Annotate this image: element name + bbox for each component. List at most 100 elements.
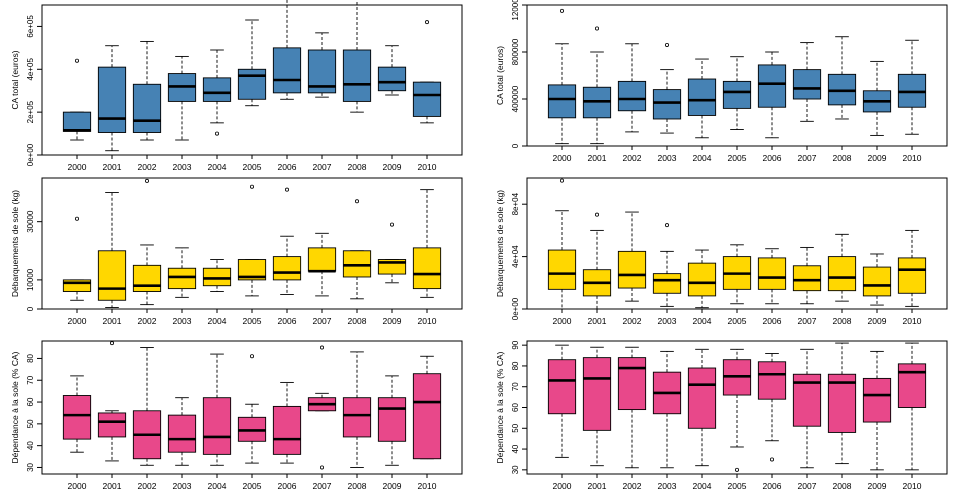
outlier-point — [110, 341, 115, 346]
x-tick-label: 2002 — [623, 316, 642, 326]
iqr-box — [97, 66, 127, 133]
iqr-box — [202, 267, 232, 287]
iqr-box — [97, 250, 127, 301]
box-2010 — [897, 342, 927, 471]
box-2001 — [582, 26, 612, 145]
box-2004 — [687, 58, 717, 139]
outlier-point — [595, 26, 600, 31]
x-tick-label: 2006 — [278, 316, 297, 326]
box-2000 — [62, 216, 92, 301]
box-2007 — [792, 42, 822, 122]
x-tick-label: 2009 — [868, 481, 887, 491]
y-tick-label: 30000 — [26, 210, 35, 233]
box-2001 — [582, 212, 612, 310]
x-tick-label: 2010 — [418, 316, 437, 326]
iqr-box — [97, 412, 127, 438]
outlier-point — [665, 42, 670, 47]
x-tick-label: 2010 — [903, 481, 922, 491]
box-2003 — [167, 397, 197, 466]
iqr-box — [62, 395, 92, 440]
outlier-point — [214, 131, 219, 136]
box-2007 — [792, 348, 822, 469]
y-tick-label: 6e+05 — [26, 15, 35, 38]
iqr-box — [862, 377, 892, 423]
x-tick-label: 2000 — [553, 153, 572, 163]
iqr-box — [62, 279, 92, 292]
y-tick-label: 0e+00 — [26, 143, 35, 166]
iqr-box — [652, 273, 682, 294]
outlier-point — [665, 223, 670, 228]
x-tick-label: 2000 — [68, 481, 87, 491]
y-tick-label: 0e+00 — [511, 297, 520, 320]
y-tick-label: 2e+05 — [26, 100, 35, 123]
iqr-box — [342, 49, 372, 102]
y-tick-label: 90 — [511, 340, 520, 349]
box-2000 — [62, 58, 92, 141]
x-tick-label: 2009 — [383, 316, 402, 326]
x-tick-label: 2005 — [728, 316, 747, 326]
box-2002 — [132, 347, 162, 466]
iqr-box — [377, 66, 407, 92]
x-tick-label: 2005 — [728, 153, 747, 163]
box-2004 — [202, 49, 232, 136]
outlier-point — [424, 20, 429, 25]
outlier-point — [560, 178, 565, 183]
iqr-box — [792, 69, 822, 100]
y-tick-label: 60 — [511, 403, 520, 412]
outlier-point — [319, 465, 324, 470]
box-2003 — [652, 350, 682, 469]
iqr-box — [62, 111, 92, 132]
x-tick-label: 2002 — [623, 481, 642, 491]
box-2000 — [547, 178, 577, 310]
outlier-point — [735, 467, 740, 472]
iqr-box — [897, 257, 927, 294]
box-2001 — [97, 192, 127, 308]
box-2002 — [617, 346, 647, 469]
box-2006 — [272, 187, 302, 295]
box-2008 — [342, 0, 372, 113]
x-tick-label: 2003 — [173, 481, 192, 491]
outlier-point — [284, 187, 289, 192]
x-tick-label: 2007 — [798, 316, 817, 326]
y-tick-label: 4e+05 — [26, 58, 35, 81]
chart-panel-bottom-left: 30 40 50 60 70 80 Dépendance à la sole (% CA) 2… — [10, 340, 463, 491]
y-tick-label: 400000 — [511, 85, 520, 112]
iqr-box — [342, 250, 372, 278]
y-tick-label: 80 — [26, 353, 35, 362]
x-tick-label: 2002 — [138, 481, 157, 491]
chart-panel-top-left: 0e+00 2e+05 4e+05 6e+05 CA total (euros) 2000… — [10, 0, 463, 172]
y-tick-label: 30 — [26, 462, 35, 471]
iqr-box — [132, 83, 162, 133]
box-2010 — [412, 189, 442, 298]
x-tick-label: 2002 — [623, 153, 642, 163]
x-tick-label: 2004 — [208, 162, 227, 172]
box-2008 — [827, 342, 857, 465]
x-tick-label: 2002 — [138, 316, 157, 326]
x-tick-label: 2001 — [103, 162, 122, 172]
iqr-box — [272, 47, 302, 94]
iqr-box — [202, 77, 232, 102]
y-tick-label: 1200000 — [511, 0, 520, 21]
x-tick-label: 2010 — [418, 162, 437, 172]
x-tick-label: 2010 — [903, 153, 922, 163]
outlier-point — [389, 222, 394, 227]
outlier-point — [144, 178, 149, 183]
iqr-box — [617, 250, 647, 289]
iqr-box — [237, 259, 267, 281]
y-tick-label: 50 — [511, 423, 520, 432]
iqr-box — [272, 405, 302, 455]
x-tick-label: 2008 — [833, 316, 852, 326]
box-2009 — [377, 375, 407, 466]
x-tick-label: 2007 — [313, 316, 332, 326]
y-tick-label: 10000 — [26, 268, 35, 291]
iqr-box — [687, 78, 717, 116]
x-tick-label: 2006 — [278, 481, 297, 491]
box-2003 — [652, 42, 682, 134]
outlier-point — [770, 457, 775, 462]
box-2005 — [237, 184, 267, 297]
iqr-box — [547, 249, 577, 290]
y-tick-label: 8e+04 — [511, 192, 520, 215]
box-2007 — [307, 232, 337, 297]
x-tick-label: 2000 — [553, 481, 572, 491]
